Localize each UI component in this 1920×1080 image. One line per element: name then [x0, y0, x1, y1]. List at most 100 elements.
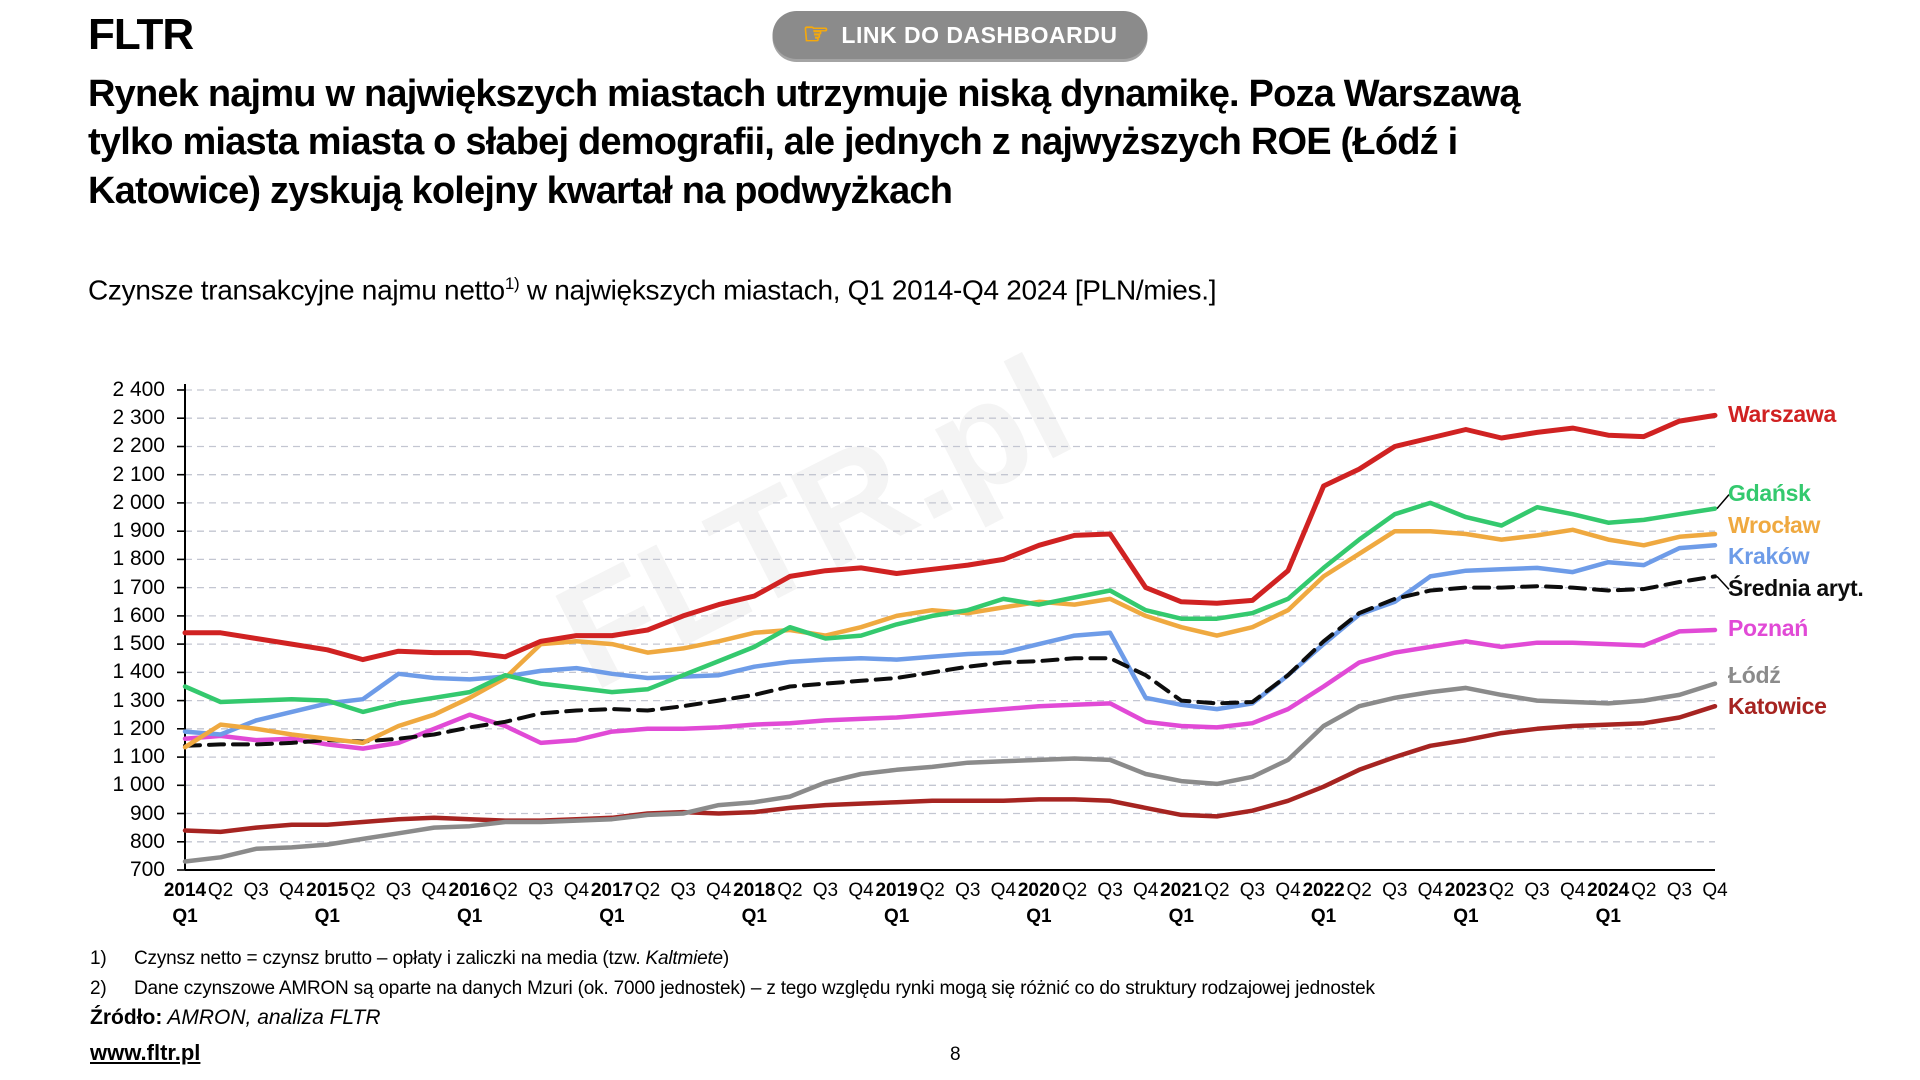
source-label: Źródło:: [90, 1006, 163, 1029]
x-axis-label: Q4: [563, 880, 590, 901]
y-axis-label: 2 200: [112, 434, 165, 458]
fltr-logo: FLTR: [88, 10, 194, 59]
legend-label-Kraków: Kraków: [1728, 543, 1810, 570]
x-axis-label: Q3: [1239, 880, 1266, 901]
legend-label-Poznań: Poznań: [1728, 615, 1808, 641]
x-axis-label: Q4: [279, 880, 305, 901]
y-axis-label: 700: [129, 858, 165, 881]
x-axis-label: Q2: [919, 880, 945, 901]
x-axis-label: Q2: [350, 880, 376, 901]
x-axis-label: Q3: [1666, 880, 1693, 901]
x-axis-label: Q3: [670, 880, 696, 901]
x-axis-label: Q3: [1382, 880, 1408, 901]
legend-leader-line: [1716, 494, 1730, 510]
x-axis-label: Q2: [1204, 880, 1230, 901]
page-number: 8: [950, 1044, 961, 1065]
series-line-Katowice: [182, 703, 1718, 835]
x-axis-label: 2015 Q1: [306, 880, 349, 927]
source-text: AMRON, analiza FLTR: [162, 1006, 381, 1029]
y-axis-label: 2 400: [112, 378, 165, 401]
y-axis-label: 800: [129, 829, 165, 853]
series-line-Poznań: [182, 627, 1718, 751]
x-axis-label: Q4: [1702, 880, 1728, 901]
x-axis-label: Q2: [777, 880, 803, 901]
x-axis-label: Q2: [492, 880, 518, 901]
chart-subtitle-prefix: Czynsze transakcyjne najmu netto: [88, 274, 505, 306]
y-axis-label: 1 500: [112, 632, 165, 656]
source-line: Źródło: AMRON, analiza FLTR: [90, 1006, 381, 1030]
x-axis-label: Q2: [207, 880, 234, 901]
x-axis-label: Q4: [421, 880, 447, 901]
x-axis-label: Q3: [812, 880, 839, 901]
y-axis-label: 1 000: [112, 773, 165, 797]
x-axis-label: 2023 Q1: [1444, 880, 1488, 927]
x-axis-label: Q2: [1488, 880, 1515, 901]
y-axis-label: 1 100: [112, 745, 165, 769]
footnote-2-number: 2): [90, 978, 107, 999]
x-axis-label: 2022 Q1: [1302, 880, 1345, 927]
legend-label-Wrocław: Wrocław: [1728, 512, 1821, 538]
x-axis-label: Q4: [1133, 880, 1159, 901]
x-axis-label: 2024 Q1: [1587, 880, 1630, 927]
legend-leader-line: [1716, 575, 1730, 590]
dashboard-link-label: LINK DO DASHBOARDU: [841, 21, 1118, 48]
x-axis-label: 2016 Q1: [448, 880, 491, 927]
y-axis-label: 1 700: [112, 575, 165, 599]
x-axis-label: 2017 Q1: [590, 880, 634, 927]
x-axis-label: 2020 Q1: [1017, 880, 1061, 927]
series-line-Łódź: [182, 681, 1718, 864]
legend-label-Katowice: Katowice: [1728, 693, 1827, 720]
x-axis-label: Q4: [1275, 880, 1301, 901]
x-axis-label: Q3: [385, 880, 412, 901]
y-axis-label: 2 300: [112, 406, 165, 430]
y-axis-label: 1 800: [112, 547, 165, 571]
y-axis-label: 1 900: [112, 519, 165, 543]
legend-label-Łódź: Łódź: [1728, 661, 1781, 688]
x-axis-label: 2014 Q1: [163, 880, 207, 927]
chart-subtitle: Czynsze transakcyjne najmu netto1) w naj…: [88, 274, 1217, 306]
page-title: Rynek najmu w największych miastach utrz…: [88, 73, 1521, 212]
x-axis-label: Q3: [1097, 880, 1123, 901]
website-link[interactable]: www.fltr.pl: [90, 1040, 201, 1065]
x-axis-label: Q2: [1346, 880, 1372, 901]
y-axis-label: 2 100: [112, 462, 165, 486]
x-axis-label: Q3: [955, 880, 981, 901]
x-axis-label: Q3: [1524, 880, 1550, 901]
y-axis-label: 1 200: [112, 716, 165, 740]
x-axis-label: Q4: [848, 880, 874, 901]
series-line-Gdańsk: [182, 500, 1718, 715]
x-axis-label: Q4: [1559, 880, 1586, 901]
x-axis-label: Q2: [1631, 880, 1657, 901]
y-axis-label: 1 400: [112, 660, 165, 684]
chart-subtitle-suffix: w największych miastach, Q1 2014-Q4 2024…: [519, 274, 1217, 306]
footnote-1: 1) Czynsz netto = czynsz brutto – opłaty…: [90, 948, 729, 970]
x-axis-label: Q2: [634, 880, 661, 901]
series-line-Średnia aryt.: [183, 574, 1717, 748]
dashboard-link-button[interactable]: ☞ LINK DO DASHBOARDU: [772, 11, 1148, 59]
x-axis-label: Q3: [528, 880, 554, 901]
y-axis-label: 2 000: [112, 490, 165, 514]
x-axis-label: 2018 Q1: [733, 880, 776, 927]
legend-label-Gdańsk: Gdańsk: [1728, 479, 1811, 506]
y-axis-label: 1 300: [112, 688, 165, 712]
legend-label-Średnia aryt.: Średnia aryt.: [1728, 575, 1864, 602]
footnote-1-number: 1): [90, 948, 107, 969]
footnote-1-text: Czynsz netto = czynsz brutto – opłaty i …: [134, 948, 730, 969]
series-line-Warszawa: [182, 412, 1718, 663]
pointing-hand-icon: ☞: [802, 18, 830, 51]
footnote-marker: 1): [504, 274, 520, 293]
footnote-2: 2) Dane czynszowe AMRON są oparte na dan…: [90, 978, 1375, 1000]
x-axis-label: Q3: [243, 880, 269, 901]
y-axis-label: 1 600: [112, 603, 165, 627]
x-axis-label: Q4: [706, 880, 732, 901]
x-axis-label: Q2: [1061, 880, 1088, 901]
x-axis-label: 2019 Q1: [875, 880, 918, 927]
x-axis-label: Q4: [990, 880, 1017, 901]
footnote-2-text: Dane czynszowe AMRON są oparte na danych…: [134, 978, 1375, 999]
y-axis-label: 900: [129, 801, 165, 825]
x-axis-label: 2021 Q1: [1160, 880, 1203, 927]
series-line-Kraków: [182, 543, 1718, 737]
x-axis-label: Q4: [1417, 880, 1444, 901]
